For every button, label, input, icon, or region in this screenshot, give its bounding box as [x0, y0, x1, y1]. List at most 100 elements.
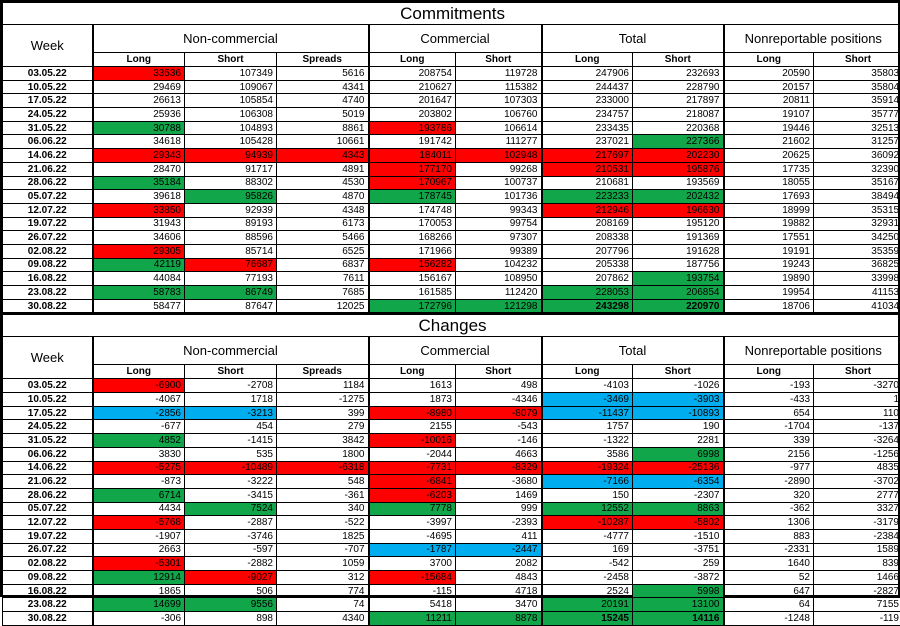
value-cell: 177170 — [369, 162, 456, 176]
value-cell: 208338 — [542, 231, 633, 245]
value-cell: -2331 — [724, 543, 814, 557]
value-cell: 35914 — [814, 94, 900, 108]
value-cell: 31257 — [814, 135, 900, 149]
value-cell: 535 — [185, 447, 277, 461]
value-cell: 208754 — [369, 67, 456, 81]
value-cell: 121298 — [456, 299, 542, 313]
value-cell: 18999 — [724, 203, 814, 217]
value-cell: -542 — [542, 557, 633, 571]
value-cell: 233000 — [542, 94, 633, 108]
value-cell: -1248 — [724, 612, 814, 626]
value-cell: 207862 — [542, 272, 633, 286]
value-cell: 191628 — [633, 244, 724, 258]
commitments-title: Commitments — [3, 3, 900, 25]
value-cell: 7524 — [185, 502, 277, 516]
subheader-long: Long — [724, 53, 814, 67]
value-cell: 454 — [185, 420, 277, 434]
value-cell: 227366 — [633, 135, 724, 149]
value-cell: -522 — [277, 516, 369, 530]
value-cell: 170053 — [369, 217, 456, 231]
value-cell: -2447 — [456, 543, 542, 557]
value-cell: 19191 — [724, 244, 814, 258]
subheader-short: Short — [633, 53, 724, 67]
value-cell: -11437 — [542, 406, 633, 420]
value-cell: 35359 — [814, 244, 900, 258]
week-cell: 09.08.22 — [3, 258, 93, 272]
value-cell: 3842 — [277, 434, 369, 448]
value-cell: 217697 — [542, 149, 633, 163]
value-cell: -3702 — [814, 475, 900, 489]
value-cell: 12025 — [277, 299, 369, 313]
value-cell: 178745 — [369, 190, 456, 204]
value-cell: -3222 — [185, 475, 277, 489]
value-cell: -10893 — [633, 406, 724, 420]
value-cell: 210531 — [542, 162, 633, 176]
value-cell: -6900 — [93, 379, 185, 393]
value-cell: 6714 — [93, 488, 185, 502]
week-cell: 03.05.22 — [3, 67, 93, 81]
value-cell: 106614 — [456, 121, 542, 135]
value-cell: 52 — [724, 571, 814, 585]
value-cell: 247906 — [542, 67, 633, 81]
value-cell: 339 — [724, 434, 814, 448]
value-cell: 193754 — [633, 272, 724, 286]
value-cell: 201647 — [369, 94, 456, 108]
value-cell: -3415 — [185, 488, 277, 502]
value-cell: 174748 — [369, 203, 456, 217]
commitments-table: Commitments Week Non-commercial Commerci… — [2, 2, 900, 314]
value-cell: 21602 — [724, 135, 814, 149]
value-cell: 207796 — [542, 244, 633, 258]
value-cell: -146 — [456, 434, 542, 448]
subheader-short: Short — [633, 365, 724, 379]
value-cell: 100737 — [456, 176, 542, 190]
subheader-long: Long — [369, 53, 456, 67]
value-cell: 7611 — [277, 272, 369, 286]
value-cell: 19890 — [724, 272, 814, 286]
value-cell: -6354 — [633, 475, 724, 489]
value-cell: 77193 — [185, 272, 277, 286]
value-cell: 234757 — [542, 108, 633, 122]
value-cell: 32931 — [814, 217, 900, 231]
week-cell: 09.08.22 — [3, 571, 93, 585]
value-cell: -119 — [814, 612, 900, 626]
value-cell: 1306 — [724, 516, 814, 530]
value-cell: -8079 — [456, 406, 542, 420]
value-cell: 340 — [277, 502, 369, 516]
value-cell: 17735 — [724, 162, 814, 176]
value-cell: -115 — [369, 584, 456, 598]
group-header-nonreportable: Nonreportable positions — [724, 337, 900, 365]
value-cell: 7685 — [277, 286, 369, 300]
value-cell: 20590 — [724, 67, 814, 81]
value-cell: 34618 — [93, 135, 185, 149]
value-cell: 202230 — [633, 149, 724, 163]
value-cell: 654 — [724, 406, 814, 420]
value-cell: 223233 — [542, 190, 633, 204]
week-cell: 26.07.22 — [3, 543, 93, 557]
week-cell: 12.07.22 — [3, 516, 93, 530]
value-cell: 6837 — [277, 258, 369, 272]
value-cell: 898 — [185, 612, 277, 626]
week-cell: 28.06.22 — [3, 488, 93, 502]
value-cell: -2384 — [814, 529, 900, 543]
subheader-long: Long — [93, 53, 185, 67]
value-cell: 1640 — [724, 557, 814, 571]
value-cell: 19446 — [724, 121, 814, 135]
value-cell: 1757 — [542, 420, 633, 434]
value-cell: -5301 — [93, 557, 185, 571]
value-cell: 35803 — [814, 67, 900, 81]
value-cell: 5466 — [277, 231, 369, 245]
value-cell: 105428 — [185, 135, 277, 149]
value-cell: -4067 — [93, 393, 185, 407]
value-cell: 5616 — [277, 67, 369, 81]
week-cell: 06.06.22 — [3, 135, 93, 149]
value-cell: 19954 — [724, 286, 814, 300]
value-cell: -10287 — [542, 516, 633, 530]
value-cell: 101736 — [456, 190, 542, 204]
value-cell: -3872 — [633, 571, 724, 585]
value-cell: 1469 — [456, 488, 542, 502]
